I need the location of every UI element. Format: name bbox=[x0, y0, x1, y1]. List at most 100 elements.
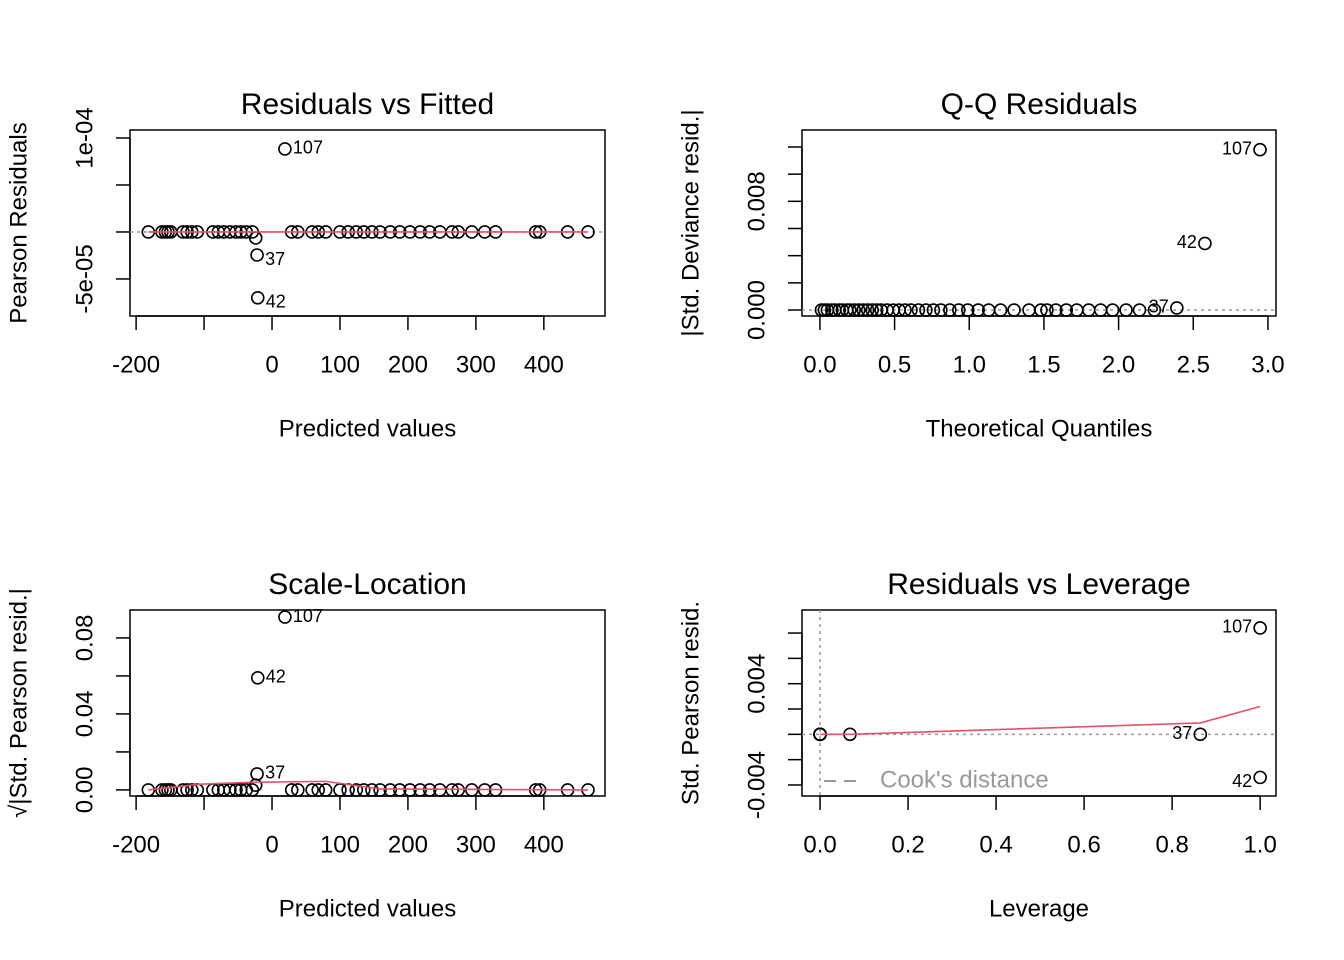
point bbox=[911, 303, 926, 317]
y-tick-label: -5e-05 bbox=[71, 244, 98, 313]
x-axis-label: Theoretical Quantiles bbox=[926, 415, 1153, 442]
y-tick-label: -0.004 bbox=[743, 751, 770, 819]
point-label: 37 bbox=[1149, 297, 1169, 317]
y-tick-label: 0.00 bbox=[71, 767, 98, 814]
panel-title: Q-Q Residuals bbox=[941, 88, 1138, 121]
x-tick-label: 0.6 bbox=[1067, 831, 1100, 858]
panel-title: Residuals vs Fitted bbox=[241, 88, 494, 121]
x-axis-label: Leverage bbox=[989, 895, 1089, 922]
point bbox=[934, 303, 948, 317]
point bbox=[1253, 770, 1267, 785]
point bbox=[1059, 303, 1074, 317]
smooth-line bbox=[820, 705, 1261, 736]
point bbox=[898, 303, 912, 317]
point bbox=[1007, 303, 1021, 317]
x-tick-label: 300 bbox=[456, 351, 496, 378]
x-tick-label: 0.5 bbox=[878, 351, 911, 378]
point bbox=[278, 142, 292, 156]
point-label: 37 bbox=[1172, 723, 1192, 743]
x-tick-label: -200 bbox=[112, 831, 160, 858]
point bbox=[180, 783, 194, 797]
x-tick-label: 2.5 bbox=[1177, 351, 1210, 378]
point bbox=[971, 303, 986, 317]
point bbox=[952, 303, 966, 317]
point bbox=[1119, 303, 1133, 317]
point bbox=[155, 783, 169, 797]
x-tick-label: 3.0 bbox=[1251, 351, 1284, 378]
point bbox=[1034, 303, 1048, 317]
point bbox=[860, 303, 875, 317]
point bbox=[305, 783, 319, 797]
legend-label: Cook's distance bbox=[880, 766, 1049, 793]
y-axis-label: √|Std. Pearson resid.| bbox=[5, 588, 32, 818]
point bbox=[250, 290, 265, 305]
point-label: 107 bbox=[293, 138, 323, 158]
point bbox=[960, 303, 975, 317]
y-tick-label: 0.004 bbox=[743, 654, 770, 714]
point bbox=[250, 671, 265, 685]
x-tick-label: 1.5 bbox=[1027, 351, 1060, 378]
point bbox=[1147, 303, 1162, 317]
point bbox=[847, 303, 862, 317]
point bbox=[223, 783, 237, 797]
x-tick-label: 100 bbox=[320, 351, 360, 378]
point-label: 42 bbox=[1177, 232, 1197, 252]
y-tick-label: 0.008 bbox=[743, 171, 770, 231]
point bbox=[365, 783, 379, 797]
x-tick-label: 100 bbox=[320, 831, 360, 858]
point bbox=[373, 783, 387, 797]
point bbox=[392, 783, 407, 797]
y-tick-label: 0.04 bbox=[71, 691, 98, 738]
plot-box bbox=[129, 129, 606, 317]
point-label: 107 bbox=[1222, 138, 1252, 158]
panel-title: Residuals vs Leverage bbox=[887, 568, 1191, 601]
point bbox=[250, 248, 264, 262]
smooth-line bbox=[148, 780, 589, 791]
point bbox=[383, 783, 398, 797]
plot-box bbox=[129, 609, 606, 797]
point bbox=[356, 783, 371, 797]
plot-box bbox=[801, 129, 1277, 317]
x-tick-label: 200 bbox=[388, 831, 428, 858]
x-tick-label: 300 bbox=[456, 831, 496, 858]
point bbox=[185, 783, 199, 797]
y-tick-label: 1e-04 bbox=[71, 107, 98, 168]
x-axis-label: Predicted values bbox=[279, 415, 456, 442]
point bbox=[349, 783, 364, 797]
x-axis-label: Predicted values bbox=[279, 895, 456, 922]
point bbox=[993, 303, 1008, 317]
point bbox=[1193, 727, 1208, 742]
panel-title: Scale-Location bbox=[268, 568, 466, 601]
point bbox=[291, 783, 305, 797]
point-label: 37 bbox=[265, 249, 285, 269]
x-tick-label: 0 bbox=[265, 351, 278, 378]
point-label: 37 bbox=[265, 763, 285, 783]
point-label: 42 bbox=[266, 667, 286, 687]
point bbox=[1198, 236, 1212, 251]
point bbox=[904, 303, 918, 317]
x-tick-label: 400 bbox=[524, 831, 564, 858]
point bbox=[1170, 301, 1184, 315]
x-tick-label: 0.2 bbox=[891, 831, 924, 858]
x-tick-label: 200 bbox=[388, 351, 428, 378]
point bbox=[284, 783, 299, 797]
point-label: 107 bbox=[1222, 617, 1252, 637]
x-tick-label: 1.0 bbox=[1243, 831, 1276, 858]
point bbox=[278, 610, 292, 624]
point bbox=[842, 303, 857, 317]
y-axis-label: |Std. Deviance resid.| bbox=[677, 109, 704, 336]
point bbox=[1253, 142, 1267, 157]
x-tick-label: 1.0 bbox=[953, 351, 986, 378]
point bbox=[926, 303, 941, 317]
point bbox=[1040, 303, 1054, 317]
point bbox=[318, 783, 333, 797]
point bbox=[856, 303, 871, 317]
x-tick-label: 0.0 bbox=[803, 831, 836, 858]
point bbox=[869, 303, 884, 317]
point bbox=[229, 783, 243, 797]
point bbox=[1132, 303, 1147, 317]
point bbox=[176, 783, 190, 797]
point bbox=[250, 767, 264, 781]
